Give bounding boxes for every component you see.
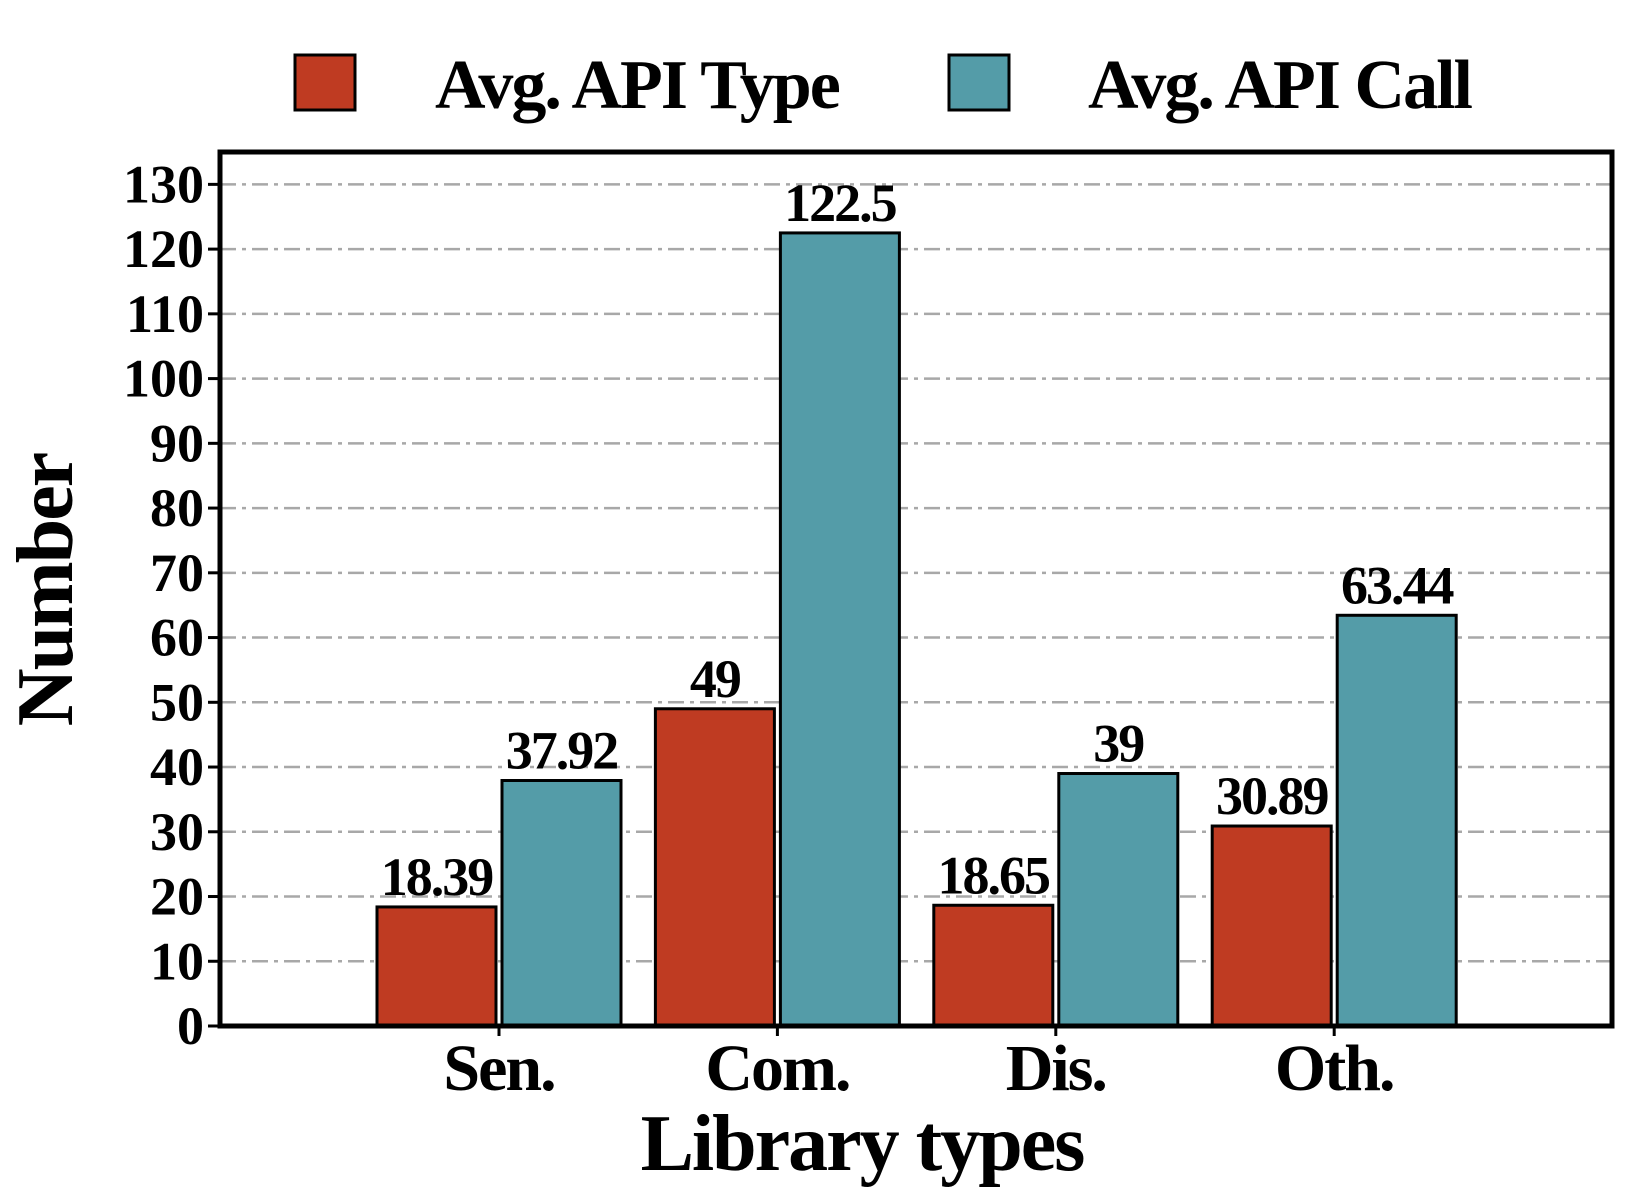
- bar-value-label: 49: [690, 649, 741, 709]
- bar-value-labels: 18.39 37.92 49 122.5 18.65 39 30.89 63.44: [381, 173, 1456, 907]
- y-tick-label: 40: [150, 737, 204, 797]
- y-tick-label: 110: [126, 284, 204, 344]
- legend-label-0: Avg. API Type: [435, 47, 840, 124]
- y-tick-label: 130: [123, 154, 204, 214]
- bar-api-call-2: [1057, 772, 1180, 1028]
- x-tick-label: Dis.: [1006, 1032, 1106, 1105]
- x-axis-ticks: Sen. Com. Dis. Oth.: [443, 1026, 1395, 1105]
- y-tick-label: 80: [150, 478, 204, 538]
- legend-swatch-0: [293, 53, 357, 112]
- bar-value-label: 30.89: [1216, 766, 1329, 826]
- bar-value-label: 63.44: [1341, 555, 1454, 615]
- x-tick-label: Oth.: [1275, 1032, 1394, 1105]
- bar-value-label: 37.92: [506, 721, 618, 781]
- y-tick-label: 20: [150, 867, 204, 927]
- x-tick-label: Com.: [705, 1032, 849, 1105]
- bar-api-type-2: [932, 903, 1055, 1028]
- bar-api-call-1: [778, 231, 901, 1028]
- bar-value-label: 18.39: [381, 847, 494, 907]
- bar-api-type-1: [653, 707, 776, 1028]
- y-axis-title: Number: [2, 453, 90, 726]
- y-tick-label: 30: [150, 802, 204, 862]
- bar-api-type-3: [1210, 824, 1333, 1028]
- legend-label-1: Avg. API Call: [1088, 47, 1473, 124]
- bar-api-call-0: [500, 779, 623, 1028]
- bars: [375, 231, 1458, 1028]
- x-tick-label: Sen.: [443, 1032, 554, 1105]
- bar-value-label: 122.5: [784, 173, 897, 233]
- grid-lines: [220, 183, 1612, 963]
- legend-swatch-1: [947, 53, 1011, 112]
- y-tick-label: 70: [150, 543, 204, 603]
- bar-api-type-0: [375, 905, 498, 1028]
- y-tick-label: 10: [150, 931, 204, 991]
- bar-value-label: 39: [1093, 714, 1144, 774]
- y-tick-label: 100: [123, 349, 204, 409]
- y-tick-label: 120: [123, 219, 204, 279]
- y-tick-label: 0: [177, 996, 204, 1056]
- y-tick-label: 50: [150, 672, 204, 732]
- bar-value-label: 18.65: [938, 845, 1051, 905]
- plot-frame: [217, 149, 1615, 1029]
- x-axis-title: Library types: [641, 1100, 1085, 1188]
- y-tick-label: 60: [150, 608, 204, 668]
- legend: Avg. API Type Avg. API Call: [293, 47, 1475, 124]
- y-tick-label: 90: [150, 413, 204, 473]
- bar-api-call-3: [1335, 613, 1458, 1028]
